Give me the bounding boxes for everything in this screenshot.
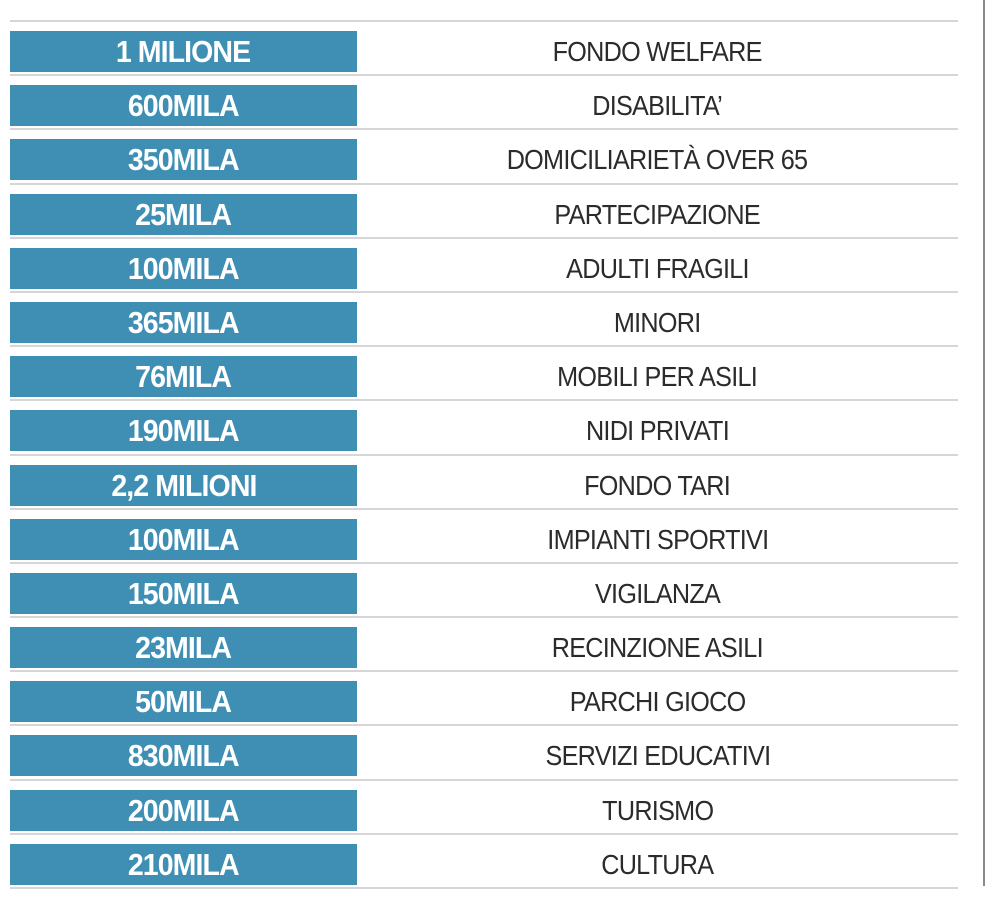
item-label: FONDO TARI xyxy=(357,465,958,506)
item-label: NIDI PRIVATI xyxy=(357,410,958,451)
amount-text: 50MILA xyxy=(135,684,233,720)
item-text: PARTECIPAZIONE xyxy=(554,198,761,230)
amount-badge: 50MILA xyxy=(10,681,357,723)
amount-text: 100MILA xyxy=(128,250,240,286)
amount-text: 76MILA xyxy=(135,359,233,395)
item-label: PARCHI GIOCO xyxy=(357,681,958,722)
item-text: DOMICILIARIETÀ OVER 65 xyxy=(507,144,808,176)
item-label: DOMICILIARIETÀ OVER 65 xyxy=(357,139,958,180)
table-row: 365MILA MINORI xyxy=(10,290,958,345)
amount-text: 100MILA xyxy=(128,521,240,557)
table-row: 600MILA DISABILITA’ xyxy=(10,74,958,128)
item-label: IMPIANTI SPORTIVI xyxy=(357,519,958,560)
table-row: 190MILA NIDI PRIVATI xyxy=(10,399,958,453)
amount-text: 2,2 MILIONI xyxy=(110,467,257,503)
amount-badge: 1 MILIONE xyxy=(10,31,357,72)
item-text: MINORI xyxy=(614,306,701,338)
item-label: MINORI xyxy=(357,302,958,343)
amount-text: 350MILA xyxy=(128,142,240,178)
table-row: 350MILA DOMICILIARIETÀ OVER 65 xyxy=(10,128,958,182)
item-text: VIGILANZA xyxy=(594,577,721,609)
item-label: TURISMO xyxy=(357,790,958,831)
table-row: 100MILA IMPIANTI SPORTIVI xyxy=(10,507,958,562)
amount-text: 1 MILIONE xyxy=(116,34,251,69)
table-row: 210MILA CULTURA xyxy=(10,832,958,889)
table-row: 2,2 MILIONI FONDO TARI xyxy=(10,453,958,508)
amount-text: 365MILA xyxy=(128,304,240,340)
amount-badge: 2,2 MILIONI xyxy=(10,464,357,506)
item-text: FONDO TARI xyxy=(584,469,732,501)
amount-badge: 365MILA xyxy=(10,301,357,343)
item-text: ADULTI FRAGILI xyxy=(566,252,749,284)
item-text: SERVIZI EDUCATIVI xyxy=(545,740,771,772)
amount-badge: 100MILA xyxy=(10,247,357,289)
item-label: SERVIZI EDUCATIVI xyxy=(357,735,958,776)
amount-badge: 150MILA xyxy=(10,572,357,614)
amount-badge: 200MILA xyxy=(10,789,357,831)
item-label: DISABILITA’ xyxy=(357,85,958,126)
amount-text: 200MILA xyxy=(128,792,240,828)
table-row: 830MILA SERVIZI EDUCATIVI xyxy=(10,724,958,778)
table-row: 50MILA PARCHI GIOCO xyxy=(10,670,958,724)
item-label: PARTECIPAZIONE xyxy=(357,194,958,235)
item-text: DISABILITA’ xyxy=(592,90,724,122)
amount-badge: 830MILA xyxy=(10,735,357,777)
amount-badge: 190MILA xyxy=(10,410,357,452)
amount-text: 23MILA xyxy=(135,630,233,666)
table-row: 200MILA TURISMO xyxy=(10,778,958,833)
item-text: RECINZIONE ASILI xyxy=(551,632,764,664)
amount-text: 600MILA xyxy=(128,88,240,124)
amount-badge: 210MILA xyxy=(10,843,357,885)
table-row: 1 MILIONE FONDO WELFARE xyxy=(10,20,958,74)
amount-text: 150MILA xyxy=(128,575,240,611)
item-text: NIDI PRIVATI xyxy=(585,415,730,447)
table-row: 100MILA ADULTI FRAGILI xyxy=(10,236,958,291)
item-label: RECINZIONE ASILI xyxy=(357,627,958,668)
amount-badge: 600MILA xyxy=(10,85,357,127)
item-text: CULTURA xyxy=(601,848,714,880)
item-label: ADULTI FRAGILI xyxy=(357,248,958,289)
amount-badge: 25MILA xyxy=(10,193,357,235)
item-label: VIGILANZA xyxy=(357,573,958,614)
item-text: IMPIANTI SPORTIVI xyxy=(546,523,769,555)
vertical-divider xyxy=(983,0,985,886)
amount-badge: 76MILA xyxy=(10,356,357,398)
item-text: MOBILI PER ASILI xyxy=(557,361,759,393)
amount-text: 25MILA xyxy=(135,196,233,232)
item-text: TURISMO xyxy=(601,794,714,826)
amount-badge: 350MILA xyxy=(10,139,357,181)
funding-table: 1 MILIONE FONDO WELFARE 600MILA DISABILITA’… xyxy=(10,20,958,889)
amount-text: 210MILA xyxy=(128,846,240,882)
amount-text: 830MILA xyxy=(128,738,240,774)
table-row: 25MILA PARTECIPAZIONE xyxy=(10,182,958,237)
amount-badge: 23MILA xyxy=(10,627,357,669)
item-text: FONDO WELFARE xyxy=(552,36,763,67)
item-label: CULTURA xyxy=(357,844,958,885)
item-label: FONDO WELFARE xyxy=(357,31,958,72)
item-text: PARCHI GIOCO xyxy=(569,686,746,718)
amount-badge: 100MILA xyxy=(10,518,357,560)
table-row: 150MILA VIGILANZA xyxy=(10,561,958,616)
amount-text: 190MILA xyxy=(128,413,240,449)
table-row: 76MILA MOBILI PER ASILI xyxy=(10,345,958,399)
table-row: 23MILA RECINZIONE ASILI xyxy=(10,616,958,670)
item-label: MOBILI PER ASILI xyxy=(357,356,958,397)
